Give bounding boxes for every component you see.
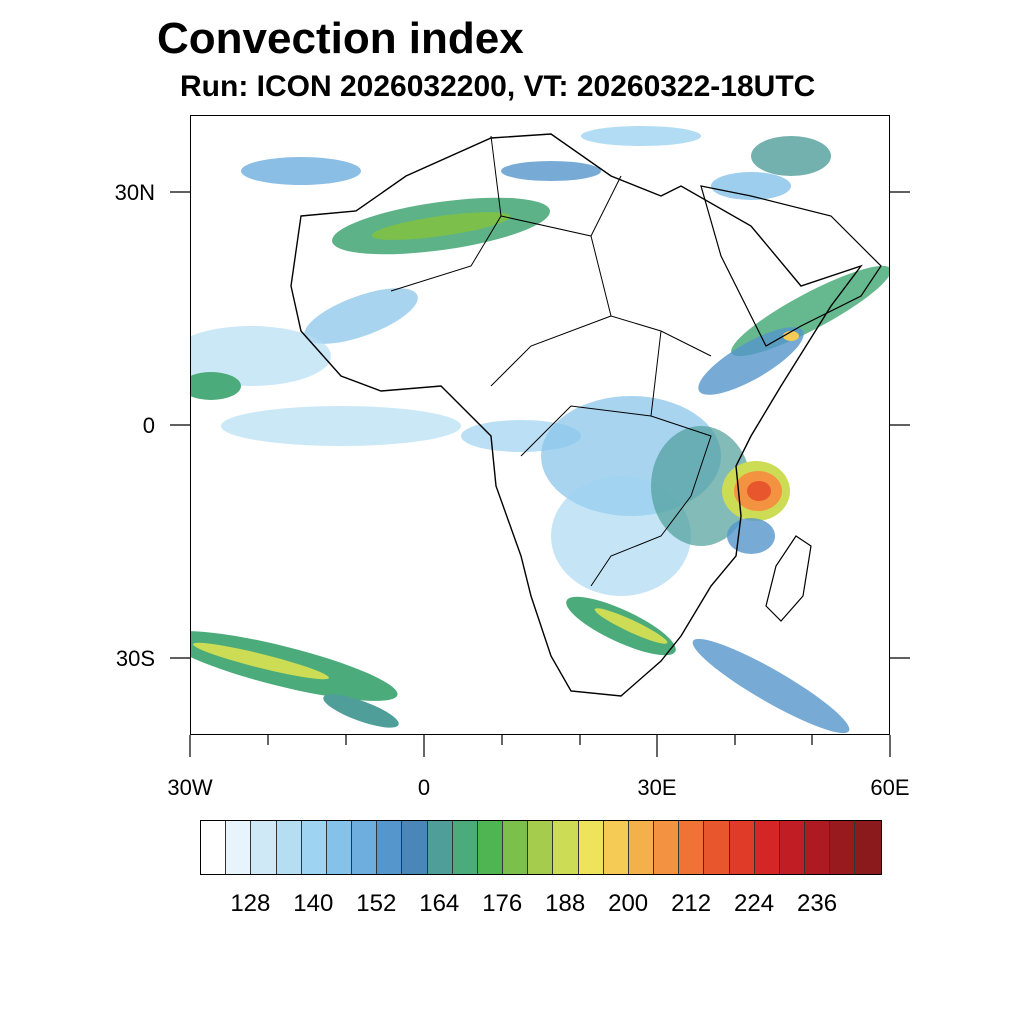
horn-band xyxy=(698,265,889,395)
map-panel xyxy=(190,115,890,735)
colorbar-swatch xyxy=(679,821,705,874)
colorbar-swatch xyxy=(301,821,327,874)
colorbar-label: 224 xyxy=(734,890,775,917)
convection-field xyxy=(191,126,889,734)
colorbar-swatch xyxy=(427,821,453,874)
equatorial-belt xyxy=(221,396,751,596)
colorbar-swatch xyxy=(477,821,504,874)
colorbar-swatch xyxy=(377,821,403,874)
colorbar-swatch xyxy=(704,821,730,874)
colorbar-label: 188 xyxy=(545,890,586,917)
colorbar-swatch xyxy=(276,821,302,874)
lat-tick-label: 0 xyxy=(142,413,155,438)
colorbar-swatch xyxy=(452,821,478,874)
lat-tick-label: 30S xyxy=(115,646,155,671)
madagascar-outline xyxy=(765,535,812,622)
colorbar-swatch xyxy=(226,821,252,874)
south-bands xyxy=(191,596,850,734)
colorbar-swatch xyxy=(201,821,227,874)
colorbar-swatch xyxy=(528,821,554,874)
colorbar-swatch xyxy=(553,821,579,874)
lat-tick-label: 30N xyxy=(114,180,155,205)
colorbar-label: 200 xyxy=(608,890,649,917)
colorbar-swatch xyxy=(578,821,604,874)
lon-tick-label: 60E xyxy=(870,775,910,800)
colorbar-swatch xyxy=(729,821,755,874)
colorbar xyxy=(200,820,882,875)
colorbar-swatch xyxy=(779,821,806,874)
colorbar-label: 164 xyxy=(419,890,460,917)
lon-tick-label: 0 xyxy=(417,775,431,800)
colorbar-swatch xyxy=(855,821,881,874)
arabia-coastline xyxy=(700,185,882,347)
lon-tick-label: 30E xyxy=(637,775,677,800)
colorbar-swatch xyxy=(326,821,353,874)
colorbar-label: 140 xyxy=(293,890,334,917)
colorbar-swatch xyxy=(830,821,856,874)
north-bands xyxy=(191,126,831,400)
lon-tick-label: 30W xyxy=(167,775,213,800)
colorbar-label: 152 xyxy=(356,890,397,917)
colorbar-swatch xyxy=(754,821,780,874)
colorbar-swatch xyxy=(402,821,428,874)
east-africa-hotspot xyxy=(722,461,790,554)
colorbar-label: 212 xyxy=(671,890,712,917)
colorbar-label: 236 xyxy=(797,890,838,917)
colorbar-swatch xyxy=(251,821,277,874)
colorbar-swatch xyxy=(503,821,529,874)
colorbar-swatch xyxy=(805,821,831,874)
country-borders xyxy=(390,135,712,587)
colorbar-label: 128 xyxy=(230,890,271,917)
colorbar-swatch xyxy=(352,821,378,874)
colorbar-swatch xyxy=(628,821,655,874)
africa-coastline xyxy=(290,133,863,697)
colorbar-swatch xyxy=(654,821,680,874)
colorbar-label: 176 xyxy=(482,890,523,917)
colorbar-swatch xyxy=(603,821,629,874)
map-title: Convection index xyxy=(157,14,524,63)
map-subtitle: Run: ICON 2026032200, VT: 20260322-18UTC xyxy=(180,70,816,103)
